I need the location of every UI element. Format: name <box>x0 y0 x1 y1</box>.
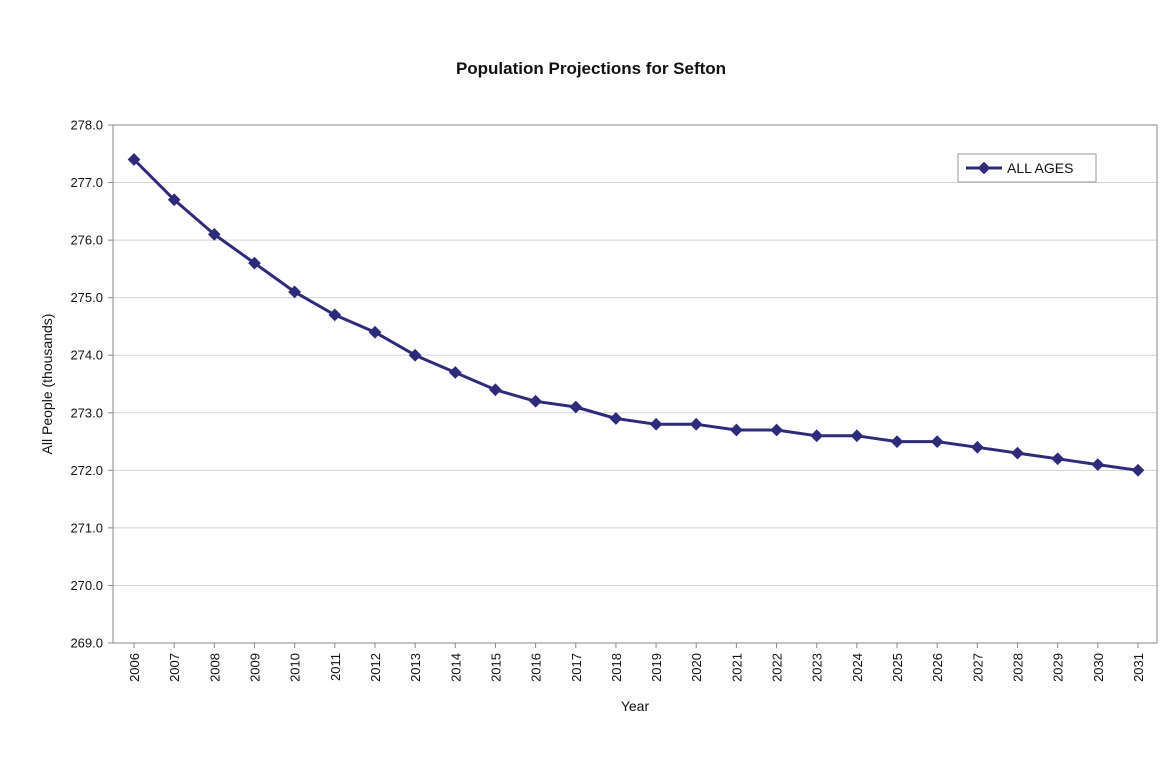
y-tick-label: 273.0 <box>70 405 103 420</box>
x-axis-title: Year <box>621 698 650 714</box>
data-point-marker <box>448 366 462 379</box>
data-point-marker <box>328 308 342 322</box>
x-tick-label: 2015 <box>488 653 503 682</box>
x-tick-label: 2007 <box>167 653 182 682</box>
x-tick-label: 2008 <box>207 653 222 682</box>
y-tick-label: 270.0 <box>70 578 103 593</box>
y-tick-label: 276.0 <box>70 233 103 248</box>
x-tick-label: 2019 <box>649 653 664 682</box>
x-tick-label: 2012 <box>368 653 383 682</box>
data-point-marker <box>1131 463 1145 477</box>
x-tick-label: 2022 <box>770 653 785 682</box>
legend-label-all-ages: ALL AGES <box>1007 160 1073 176</box>
x-tick-label: 2025 <box>890 653 905 682</box>
y-tick-label: 275.0 <box>70 290 103 305</box>
data-point-marker <box>890 435 904 448</box>
x-tick-label: 2031 <box>1131 653 1146 682</box>
x-tick-label: 2021 <box>729 653 744 682</box>
data-point-marker <box>368 325 382 339</box>
gridlines <box>113 182 1157 586</box>
x-tick-label: 2026 <box>930 653 945 682</box>
y-tick-label: 277.0 <box>70 175 103 190</box>
x-tick-label: 2028 <box>1011 653 1026 682</box>
x-tick-label: 2009 <box>247 653 262 682</box>
data-point-marker <box>1091 458 1105 471</box>
data-point-marker <box>529 394 542 408</box>
y-tick-label: 278.0 <box>70 118 103 133</box>
series-line-all-ages <box>132 158 1139 472</box>
x-tick-label: 2010 <box>288 653 303 682</box>
data-point-marker <box>489 383 502 397</box>
data-point-marker <box>248 256 261 270</box>
data-point-marker <box>770 423 783 437</box>
data-point-marker <box>810 429 824 443</box>
data-point-marker <box>1011 446 1024 460</box>
x-tick-label: 2018 <box>609 653 624 682</box>
data-point-marker <box>288 285 301 299</box>
plot-area-frame <box>112 124 1158 644</box>
x-tick-label: 2017 <box>569 653 584 682</box>
x-tick-label: 2030 <box>1091 653 1106 682</box>
data-point-marker <box>850 429 864 443</box>
y-axis-ticks: 269.0 270.0 271.0 272.0 273.0 274.0 275.0 276.0… <box>70 118 113 651</box>
y-tick-label: 274.0 <box>70 348 103 363</box>
y-axis-title: All People (thousands) <box>39 314 55 455</box>
data-point-marker <box>649 417 663 431</box>
y-tick-label: 272.0 <box>70 463 103 478</box>
x-tick-label: 2027 <box>970 653 985 682</box>
y-tick-label: 271.0 <box>70 520 103 535</box>
x-tick-label: 2024 <box>850 653 865 682</box>
chart-title: Population Projections for Sefton <box>456 59 726 78</box>
x-tick-label: 2020 <box>689 653 704 682</box>
data-point-marker <box>689 417 703 431</box>
data-point-marker <box>408 348 422 362</box>
data-point-marker <box>207 228 221 241</box>
data-point-marker <box>127 153 141 166</box>
data-point-marker <box>609 412 623 425</box>
data-point-marker <box>730 423 743 437</box>
legend: ALL AGES <box>957 153 1097 183</box>
data-point-marker <box>930 435 944 448</box>
x-tick-label: 2023 <box>810 653 825 682</box>
x-tick-label: 2029 <box>1051 653 1066 682</box>
x-axis-ticks: 2006 2007 2008 2009 2010 2011 2012 2013 2014 2015… <box>127 643 1146 682</box>
data-point-marker <box>971 440 984 454</box>
x-tick-label: 2006 <box>127 653 142 682</box>
x-tick-label: 2016 <box>529 653 544 682</box>
data-point-marker <box>569 400 583 414</box>
x-tick-label: 2013 <box>408 653 423 682</box>
data-point-marker <box>167 193 181 207</box>
series-layer <box>127 153 1145 477</box>
y-tick-label: 269.0 <box>70 636 103 651</box>
x-tick-label: 2011 <box>328 653 343 681</box>
data-point-marker <box>1051 452 1065 466</box>
x-tick-label: 2014 <box>448 653 463 682</box>
